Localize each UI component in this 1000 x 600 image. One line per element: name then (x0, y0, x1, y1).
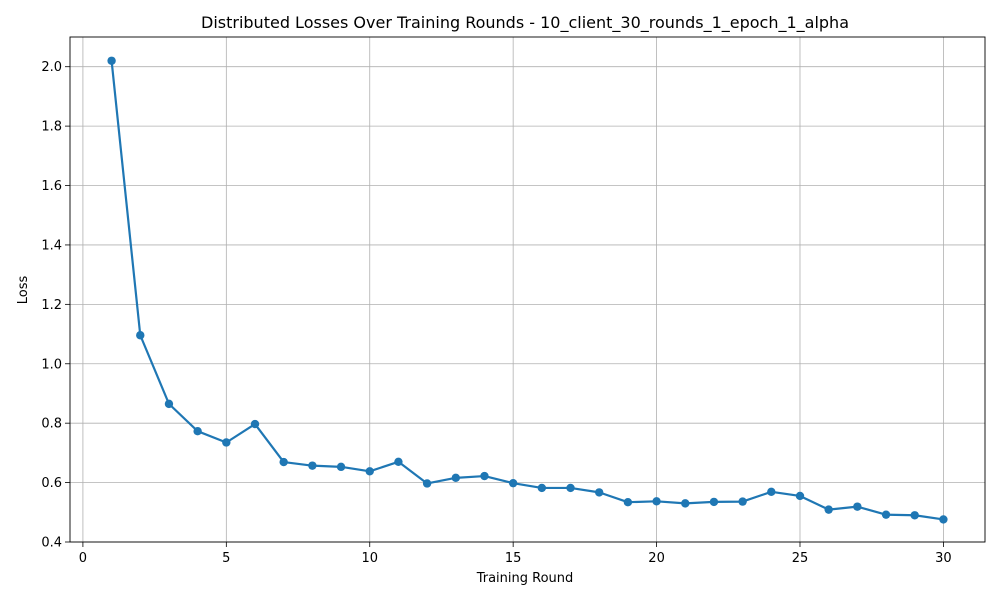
data-point (681, 499, 690, 508)
series-layer (107, 56, 948, 524)
y-tick-label: 1.4 (41, 238, 62, 253)
data-point (107, 56, 116, 65)
chart-title: Distributed Losses Over Training Rounds … (201, 13, 849, 33)
data-point (308, 461, 317, 470)
data-point (164, 399, 174, 409)
data-point (767, 487, 776, 496)
y-tick-label: 2.0 (41, 60, 62, 75)
data-point (250, 419, 260, 429)
data-point (336, 462, 346, 472)
data-point (738, 497, 747, 506)
y-tick-label: 1.8 (41, 120, 62, 135)
series-line (110, 60, 944, 521)
data-point (853, 502, 862, 511)
data-point (193, 426, 202, 436)
x-axis-label: Training Round (476, 571, 574, 586)
x-tick-label: 15 (505, 551, 522, 566)
y-tick-label: 0.6 (41, 476, 62, 491)
x-tick-label: 30 (935, 551, 952, 566)
y-tick-label: 1.6 (41, 179, 62, 194)
data-point (394, 457, 403, 466)
data-point (566, 483, 575, 493)
data-point (537, 483, 547, 493)
data-point (451, 473, 460, 483)
y-tick-label: 1.2 (41, 298, 62, 313)
data-point (623, 497, 633, 507)
data-point (795, 491, 805, 501)
data-point (595, 488, 604, 497)
data-point (136, 331, 145, 340)
data-point (422, 479, 432, 488)
axis-ticks: 0 5 10 15 20 25 30 0.4 0.6 0.8 1.0 1.2 1.4 1.6 1.8 2.0 (41, 60, 951, 566)
y-tick-label: 1.0 (41, 357, 62, 372)
y-tick-label: 0.4 (41, 536, 62, 551)
data-point (508, 478, 518, 488)
x-tick-label: 20 (648, 551, 665, 566)
data-point (480, 471, 489, 481)
y-axis-label: Loss (16, 276, 31, 305)
data-point (910, 511, 919, 520)
x-tick-label: 10 (361, 551, 378, 566)
data-point (881, 510, 891, 519)
data-point (709, 497, 719, 507)
data-point (222, 438, 231, 447)
data-point (279, 457, 288, 467)
data-point (652, 497, 661, 506)
data-point (824, 505, 833, 514)
axes-frame (69, 36, 986, 543)
data-point (939, 515, 948, 524)
grid (70, 37, 985, 543)
x-tick-label: 25 (792, 551, 809, 566)
x-tick-label: 5 (222, 551, 230, 566)
axes-border (69, 36, 986, 543)
y-tick-label: 0.8 (41, 417, 62, 432)
data-point (365, 467, 374, 476)
x-tick-label: 0 (79, 551, 87, 566)
